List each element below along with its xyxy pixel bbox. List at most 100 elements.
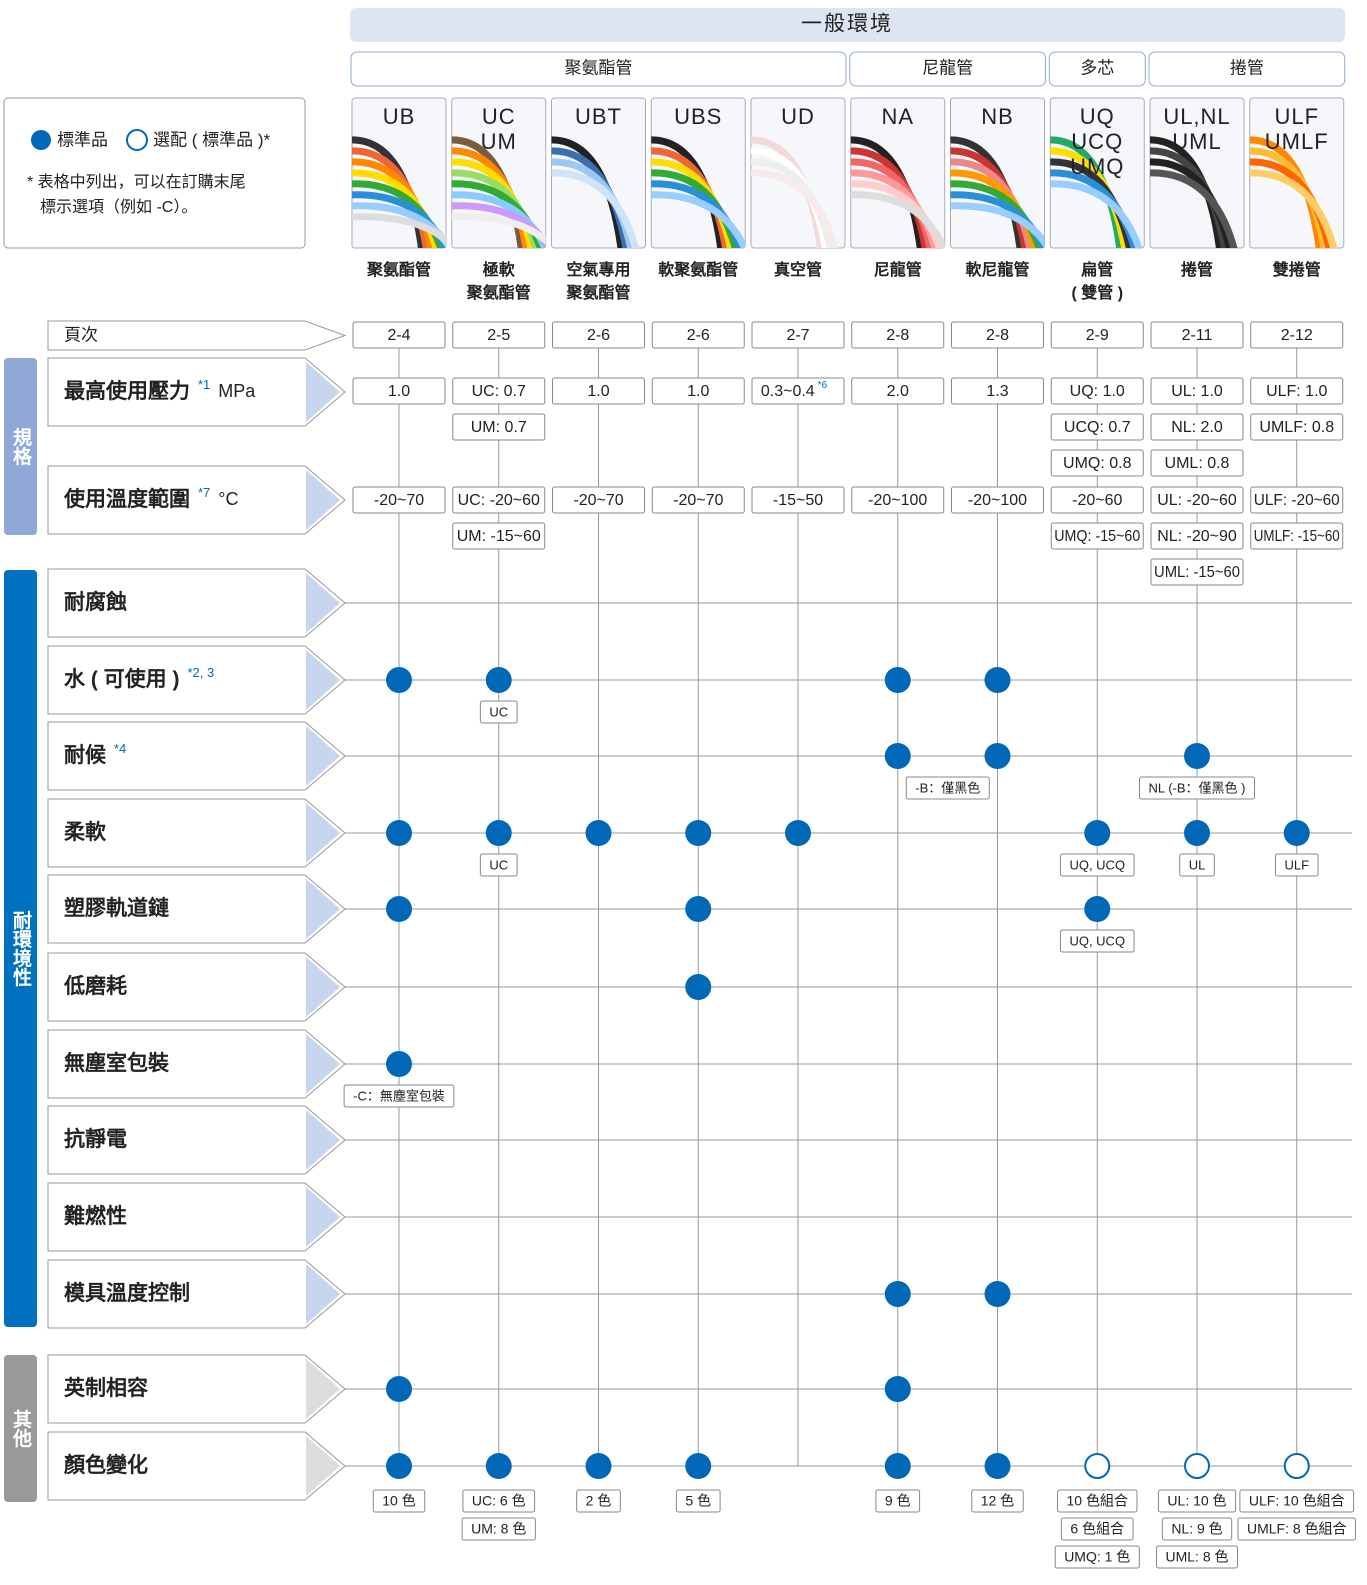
standard-mark — [1084, 896, 1111, 922]
row-label: 抗靜電 — [64, 1127, 127, 1151]
header-bar — [350, 8, 1345, 42]
standard-mark — [1283, 820, 1310, 846]
spec-value-text: -20~70 — [673, 492, 723, 509]
spec-value-text: UM: -15~60 — [457, 528, 541, 545]
product-code: UML — [1172, 129, 1221, 154]
note-label: UQ, UCQ — [1069, 933, 1125, 948]
spec-value-text: UM: 0.7 — [471, 419, 527, 436]
standard-mark — [685, 974, 712, 1000]
spec-value-text: UMQ: -15~60 — [1054, 528, 1140, 545]
row-label-arrow — [306, 957, 340, 1017]
note-label: 5 色 — [685, 1493, 711, 1509]
standard-mark — [685, 820, 712, 846]
spec-value: 2.0 — [887, 383, 909, 400]
spec-value-text: -20~70 — [573, 492, 623, 509]
note-box — [1059, 929, 1135, 953]
page-number: 2-7 — [786, 327, 809, 344]
row-label: 最高使用壓力 *1 MPa — [64, 377, 256, 402]
tube-stripe — [1050, 147, 1129, 248]
connector-layer — [345, 348, 1352, 1467]
spec-box — [452, 522, 546, 550]
group-box — [1048, 51, 1146, 87]
row-label-arrow — [306, 573, 340, 633]
product-code: UMLF — [1265, 129, 1329, 154]
standard-mark — [386, 1051, 412, 1077]
spec-value: UMQ: 0.8 — [1063, 455, 1132, 472]
note-label: UL — [1189, 857, 1206, 872]
group-label: 捲管 — [1230, 58, 1264, 77]
standard-mark — [1184, 743, 1210, 769]
spec-box — [851, 377, 945, 405]
note-box — [1237, 1517, 1357, 1541]
group-box — [350, 51, 847, 87]
standard-mark — [685, 896, 712, 922]
note-box — [905, 776, 990, 800]
spec-value: UM: 0.7 — [471, 419, 527, 436]
spec-box — [1250, 522, 1344, 550]
spec-value: UQ: 1.0 — [1070, 383, 1125, 400]
row-label: 耐腐蝕 — [64, 590, 127, 614]
product-code: NA — [881, 104, 914, 129]
legend-box — [3, 97, 306, 249]
note-box — [479, 700, 518, 724]
product-name: 空氣專用 — [566, 260, 630, 279]
row-label-box — [47, 1029, 346, 1099]
standard-mark — [485, 667, 512, 693]
spec-box — [452, 377, 546, 405]
spec-box — [1250, 377, 1344, 405]
legend-optional-mark — [126, 129, 148, 151]
spec-value-text: UC: 0.7 — [472, 383, 526, 400]
row-label: 顏色變化 — [64, 1453, 148, 1477]
tube-stripe — [850, 191, 945, 248]
note-label: UC: 6 色 — [472, 1493, 526, 1509]
row-label-arrow — [306, 1264, 340, 1324]
row-label-text: 難燃性 — [64, 1204, 127, 1228]
row-label-arrow — [306, 1034, 340, 1094]
product-code: UM — [481, 129, 517, 154]
product-image — [850, 136, 945, 248]
spec-value-text: 1.0 — [587, 383, 609, 400]
tube-stripe — [751, 147, 829, 248]
standard-mark — [1184, 820, 1210, 846]
row-label: 英制相容 — [64, 1376, 148, 1400]
row-label-text: 顏色變化 — [64, 1453, 148, 1477]
row-label-note: *2, 3 — [188, 665, 215, 680]
row-label-arrow — [306, 1187, 340, 1247]
page-number: 2-6 — [587, 327, 610, 344]
note-box — [1155, 1545, 1239, 1569]
standard-mark — [984, 667, 1011, 693]
standard-mark — [585, 1453, 612, 1479]
header-title: 一般環境 — [801, 13, 893, 36]
note-box — [971, 1489, 1024, 1513]
row-label-text: 使用溫度範圍 — [63, 487, 190, 511]
row-label-text: 模具溫度控制 — [64, 1281, 190, 1305]
page-number: 2-12 — [1281, 327, 1313, 344]
spec-box — [1150, 522, 1244, 550]
note-box — [1274, 853, 1319, 877]
spec-box — [1150, 486, 1244, 514]
standard-mark — [685, 1453, 712, 1479]
product-code: UBS — [674, 104, 722, 129]
spec-value: -15~50 — [773, 492, 823, 509]
product-name: 軟聚氨酯管 — [658, 260, 738, 279]
row-label-box — [47, 874, 346, 944]
spec-value-text: -20~70 — [374, 492, 424, 509]
spec-value-text: UCQ: 0.7 — [1064, 419, 1131, 436]
tube-stripe — [850, 147, 929, 248]
standard-mark — [984, 1281, 1011, 1307]
page-number: 2-8 — [986, 327, 1009, 344]
row-label: 使用溫度範圍 *7 °C — [63, 485, 239, 510]
product-image — [651, 136, 746, 248]
row-label-arrow — [306, 1436, 340, 1496]
row-label: 模具溫度控制 — [64, 1281, 190, 1305]
product-code: UMQ — [1070, 154, 1124, 179]
spec-value: -20~60 — [1072, 492, 1122, 509]
row-label-box — [47, 721, 346, 791]
spec-value: UCQ: 0.7 — [1064, 419, 1131, 436]
group-label: 聚氨酯管 — [565, 58, 633, 77]
spec-box — [1150, 558, 1244, 586]
spec-value-text: -20~100 — [968, 492, 1027, 509]
spec-value-text: ULF: 1.0 — [1266, 383, 1327, 400]
row-label-box — [47, 952, 346, 1022]
row-label-box — [47, 357, 346, 427]
